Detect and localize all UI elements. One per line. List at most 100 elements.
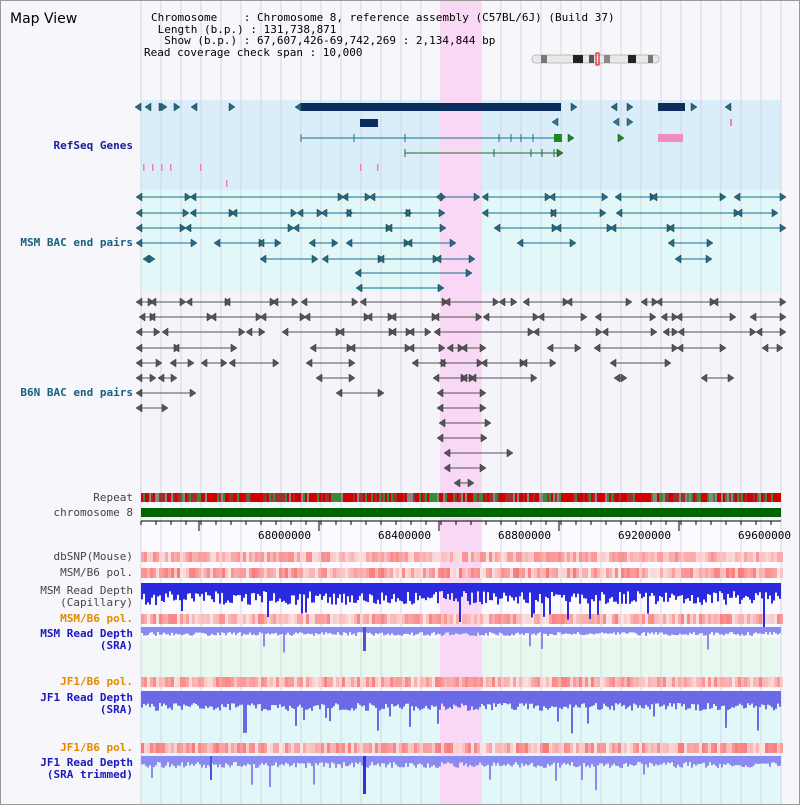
depth-bar (409, 756, 411, 764)
heat-cell (240, 552, 243, 562)
refseq-genes-track[interactable] (134, 102, 732, 187)
b6n-bac-pairs-track[interactable] (135, 297, 787, 488)
msm-bac-pairs-track[interactable] (135, 192, 787, 293)
heat-cell (405, 743, 408, 753)
heat-cell (462, 568, 465, 578)
heat-cell (780, 568, 783, 578)
repeat-segment (165, 493, 167, 502)
heat-cell (234, 568, 237, 578)
heat-cell (201, 552, 204, 562)
depth-bar (403, 756, 405, 768)
heat-cell (414, 614, 417, 624)
depth-bar (547, 691, 549, 710)
depth-bar (225, 691, 227, 708)
heat-cell (741, 568, 744, 578)
repeat-segment (665, 493, 667, 502)
heat-cell (750, 614, 753, 624)
depth-bar (647, 691, 649, 707)
depth-bar (367, 583, 369, 603)
gene-block (226, 180, 228, 187)
depth-bar (613, 627, 615, 633)
heat-cell (654, 677, 657, 687)
heat-cell (672, 743, 675, 753)
selection-highlight[interactable] (440, 1, 481, 805)
b6n-bac-label[interactable]: B6N BAC end pairs (20, 386, 133, 399)
pair-arrow (620, 373, 628, 383)
depth-bar (309, 583, 311, 592)
heat-cell (276, 677, 279, 687)
pair-arrow (719, 343, 727, 353)
depth-bar (455, 691, 457, 706)
msm-bac-label[interactable]: MSM BAC end pairs (20, 236, 133, 249)
pair-arrow (506, 448, 514, 458)
depth-bar (543, 627, 545, 634)
depth-bar (641, 756, 643, 764)
depth-bar (377, 583, 379, 600)
depth-bar (489, 627, 491, 633)
depth-bar (641, 583, 643, 599)
heat-cell (633, 552, 636, 562)
heat-cell (606, 743, 609, 753)
depth-bar (143, 691, 145, 704)
heat-cell (225, 568, 228, 578)
depth-bar (339, 627, 341, 635)
depth-bar (207, 583, 209, 596)
depth-bar (771, 583, 773, 604)
depth-bar (521, 583, 523, 593)
depth-bar (143, 583, 145, 594)
depth-bar (153, 756, 155, 768)
repeat-segment (769, 493, 771, 502)
heat-cell (507, 743, 510, 753)
depth-bar (593, 583, 595, 602)
repeat-segment (625, 493, 627, 502)
heat-cell (642, 743, 645, 753)
heat-cell (189, 677, 192, 687)
heat-cell (228, 614, 231, 624)
depth-bar (741, 583, 743, 600)
depth-bar (663, 583, 665, 602)
depth-bar (269, 756, 271, 788)
refseq-genes-label[interactable]: RefSeq Genes (53, 139, 133, 152)
heat-cell (717, 743, 720, 753)
heat-cell (240, 743, 243, 753)
depth-bar (749, 583, 751, 600)
heat-cell (294, 552, 297, 562)
pair-arrow (650, 192, 658, 202)
repeat-segment (549, 493, 551, 502)
depth-bar (367, 756, 369, 768)
heat-cell (723, 614, 726, 624)
repeat-segment (309, 493, 311, 502)
repeat-segment (321, 493, 323, 502)
depth-bar (171, 756, 173, 765)
repeat-segment (505, 493, 507, 502)
depth-bar (247, 627, 249, 635)
depth-bar (575, 756, 577, 768)
depth-bar (315, 583, 317, 596)
pair-arrow (522, 297, 530, 307)
heat-cell (408, 743, 411, 753)
heat-cell (729, 743, 732, 753)
repeat-segment (715, 493, 717, 502)
depth-bar (719, 627, 721, 635)
pair-arrow (308, 238, 316, 248)
heat-cell (687, 568, 690, 578)
depth-bar (449, 627, 451, 636)
heat-cell (435, 568, 438, 578)
heat-cell (777, 614, 780, 624)
repeat-segment (153, 493, 155, 502)
depth-bar (741, 756, 743, 767)
depth-bar (327, 627, 329, 634)
heat-cell (714, 743, 717, 753)
heat-cell (237, 677, 240, 687)
depth-bar (189, 756, 191, 766)
heat-cell (408, 614, 411, 624)
gene-arrow (610, 102, 618, 112)
heat-cell (237, 568, 240, 578)
depth-bar (241, 756, 243, 767)
heat-cell (399, 552, 402, 562)
depth-bar (351, 583, 353, 596)
depth-bar (545, 691, 547, 708)
repeat-segment (595, 493, 597, 502)
chromosome-ideogram[interactable] (531, 52, 660, 66)
